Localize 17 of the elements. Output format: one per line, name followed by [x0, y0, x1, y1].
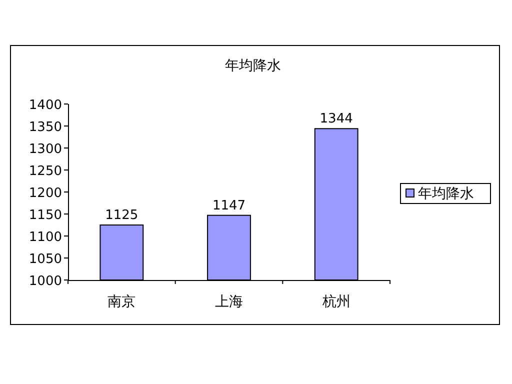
data-label: 1147: [212, 198, 246, 214]
y-tick-label: 1300: [28, 142, 62, 157]
y-tick-label: 1050: [28, 252, 62, 267]
y-tick-label: 1150: [28, 208, 62, 223]
y-tick-label: 1350: [28, 120, 62, 135]
legend-label: 年均降水: [418, 186, 474, 202]
chart-title: 年均降水: [225, 58, 281, 74]
x-tick-label: 上海: [215, 294, 243, 310]
x-tick-label: 杭州: [321, 294, 350, 310]
x-tick-label: 南京: [108, 294, 136, 310]
y-tick-label: 1100: [28, 230, 62, 245]
y-tick-label: 1250: [28, 164, 62, 179]
y-tick-label: 1400: [28, 98, 62, 113]
data-label: 1344: [320, 112, 353, 127]
data-label: 1125: [105, 208, 138, 223]
y-tick-label: 1000: [28, 274, 62, 289]
y-tick-label: 1200: [28, 186, 62, 201]
